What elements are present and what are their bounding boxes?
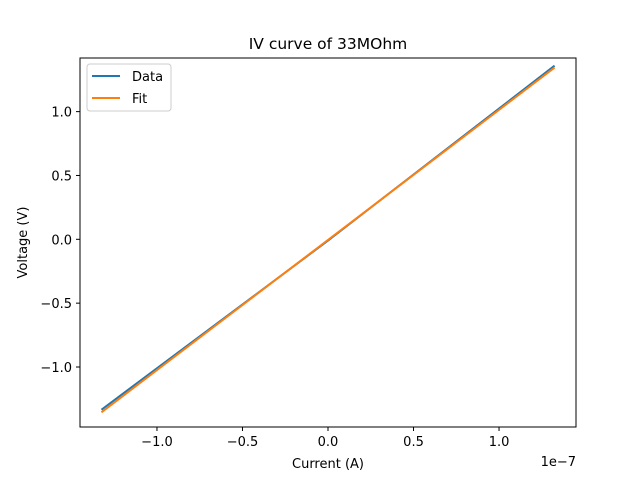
y-tick-label: −0.5 bbox=[40, 297, 72, 312]
y-tick-label: 0.0 bbox=[51, 233, 72, 248]
x-tick-label: −0.5 bbox=[227, 435, 259, 450]
x-tick-label: 0.0 bbox=[318, 435, 339, 450]
legend: Data Fit bbox=[86, 63, 172, 112]
y-tick-label: 1.0 bbox=[51, 106, 72, 121]
x-offset-text: 1e−7 bbox=[541, 455, 576, 470]
legend-label-data: Data bbox=[132, 70, 163, 85]
x-tick-label: 0.5 bbox=[403, 435, 424, 450]
y-axis-label: Voltage (V) bbox=[16, 207, 31, 279]
y-tick-label: −1.0 bbox=[40, 361, 72, 376]
legend-label-fit: Fit bbox=[132, 92, 147, 107]
x-tick-label: −1.0 bbox=[141, 435, 173, 450]
x-tick-label: 1.0 bbox=[489, 435, 510, 450]
y-tick-label: 0.5 bbox=[51, 169, 72, 184]
chart-title: IV curve of 33MOhm bbox=[249, 35, 408, 53]
series-line-fit bbox=[100, 66, 556, 414]
series-line-data bbox=[100, 64, 556, 411]
plot-area bbox=[79, 57, 577, 428]
x-axis-label: Current (A) bbox=[292, 457, 364, 472]
